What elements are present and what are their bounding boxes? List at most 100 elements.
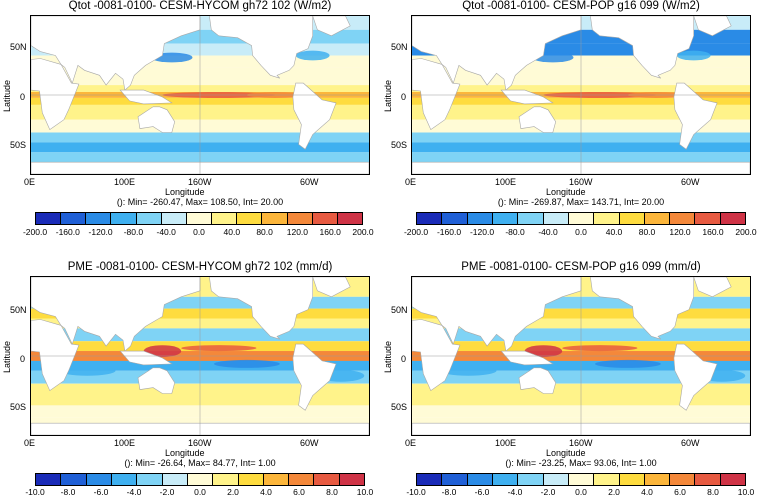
continent-shape xyxy=(673,343,718,411)
xtick-label: 0E xyxy=(24,438,36,448)
field-anomaly xyxy=(59,365,116,376)
ytick-label: 50N xyxy=(10,42,27,52)
colorbar-tick-label: -8.0 xyxy=(441,487,457,497)
colorbar-swatch xyxy=(644,213,671,224)
xtick-label: 100E xyxy=(495,177,517,187)
continent-shape xyxy=(412,58,461,131)
colorbar-ticks: -10.0 -8.0 -6.0 -4.0 -2.0 0.0 2.0 4.0 6.0 8.0 10.0 xyxy=(406,487,754,499)
xtick-label: 100E xyxy=(495,438,517,448)
continent-shape xyxy=(312,277,351,298)
continent-shape xyxy=(518,106,557,133)
x-axis-label: Longitude xyxy=(546,448,586,458)
xtick-label: 0E xyxy=(24,177,36,187)
colorbar-swatch xyxy=(263,474,290,485)
panel-title: Qtot -0081-0100- CESM-POP g16 099 (W/m2) xyxy=(462,0,700,12)
colorbar-tick-label: 10.0 xyxy=(356,487,374,497)
colorbar-swatch xyxy=(417,474,443,485)
colorbar xyxy=(35,212,363,225)
colorbar-swatch xyxy=(670,474,696,485)
colorbar-swatch xyxy=(237,213,263,224)
colorbar xyxy=(35,473,365,486)
colorbar-tick-label: 120.0 xyxy=(286,227,309,237)
colorbar-tick-label: 0.0 xyxy=(575,227,587,237)
colorbar-tick-label: 0.0 xyxy=(194,487,206,497)
stats-text: (): Min= -23.25, Max= 93.06, Int= 1.00 xyxy=(505,458,657,468)
colorbar-swatch xyxy=(670,213,696,224)
continent-shape xyxy=(312,16,351,37)
colorbar-ticks: -200.0 -160.0 -120.0 -80.0 -40.0 0.0 40.0 80.0 1… xyxy=(23,227,374,239)
colorbar-swatch xyxy=(186,213,213,224)
colorbar-swatch xyxy=(467,213,493,224)
colorbar-tick-label: -160.0 xyxy=(55,227,80,237)
continent-shape xyxy=(500,89,554,105)
field-anomaly xyxy=(214,359,280,368)
colorbar-tick-label: -6.0 xyxy=(474,487,490,497)
xtick-label: 160W xyxy=(569,177,593,187)
continent-shape xyxy=(209,277,314,340)
colorbar-swatch xyxy=(543,213,569,224)
colorbar-swatch xyxy=(518,213,544,224)
xtick-label: 0E xyxy=(405,438,417,448)
continent-shape xyxy=(590,277,695,340)
colorbar-swatch xyxy=(162,474,188,485)
panel-title: PME -0081-0100- CESM-HYCOM gh72 102 (mm/… xyxy=(67,261,333,273)
field-anomaly xyxy=(295,50,330,61)
colorbar-tick-label: 0.0 xyxy=(193,227,205,237)
colorbar-swatch xyxy=(262,213,288,224)
x-axis-label: Longitude xyxy=(165,448,205,458)
ytick-label: 50S xyxy=(391,402,408,412)
colorbar-swatch xyxy=(695,213,721,224)
continent-shape xyxy=(412,16,582,91)
colorbar-swatch xyxy=(111,474,138,485)
colorbar-tick-label: 6.0 xyxy=(674,487,686,497)
colorbar-swatch xyxy=(238,474,264,485)
ytick-label: 50S xyxy=(10,402,27,412)
ytick-label: 50N xyxy=(10,305,27,315)
colorbar-tick-label: -2.0 xyxy=(159,487,175,497)
continent-shape xyxy=(31,277,201,352)
xtick-label: 100E xyxy=(114,177,136,187)
colorbar-swatch xyxy=(36,474,62,485)
colorbar-tick-label: -8.0 xyxy=(60,487,76,497)
colorbar-swatch xyxy=(136,213,162,224)
colorbar-swatch xyxy=(720,213,746,224)
continent-shape xyxy=(209,16,314,79)
xtick-label: 0E xyxy=(405,177,417,187)
colorbar-swatch xyxy=(161,213,187,224)
xtick-label: 160W xyxy=(188,438,212,448)
colorbar-swatch xyxy=(568,213,595,224)
stats-text: (): Min= -26.64, Max= 84.77, Int= 1.00 xyxy=(124,458,276,468)
colorbar-swatch xyxy=(339,474,365,485)
colorbar-tick-label: -4.0 xyxy=(126,487,142,497)
map-field xyxy=(412,16,750,174)
y-axis-label: Latitude xyxy=(2,79,12,113)
colorbar-tick-label: -160.0 xyxy=(436,227,462,237)
colorbar-tick-label: 4.0 xyxy=(641,487,653,497)
colorbar-swatch xyxy=(518,474,544,485)
colorbar-swatch xyxy=(314,474,340,485)
colorbar-swatch xyxy=(619,213,645,224)
continent-shape xyxy=(119,89,173,105)
colorbar-tick-label: -80.0 xyxy=(505,227,525,237)
x-axis-label: Longitude xyxy=(165,187,205,197)
map-plot xyxy=(411,276,751,436)
continent-shape xyxy=(518,367,557,394)
colorbar-swatch xyxy=(594,213,620,224)
map-field xyxy=(31,16,369,174)
colorbar-swatch xyxy=(289,474,315,485)
colorbar-swatch xyxy=(492,213,519,224)
xtick-label: 60W xyxy=(300,177,319,187)
ytick-label: 0 xyxy=(20,92,26,102)
continent-shape xyxy=(31,319,80,392)
colorbar-tick-label: 120.0 xyxy=(669,227,691,237)
map-plot xyxy=(411,15,751,175)
colorbar-tick-label: 0.0 xyxy=(575,487,587,497)
continent-shape xyxy=(412,319,461,392)
xtick-label: 60W xyxy=(300,438,319,448)
field-anomaly xyxy=(524,345,563,357)
ytick-label: 0 xyxy=(401,354,407,364)
colorbar-tick-label: 200.0 xyxy=(735,227,757,237)
colorbar-swatch xyxy=(594,474,620,485)
colorbar-swatch xyxy=(619,474,645,485)
colorbar-tick-label: 160.0 xyxy=(319,227,341,237)
